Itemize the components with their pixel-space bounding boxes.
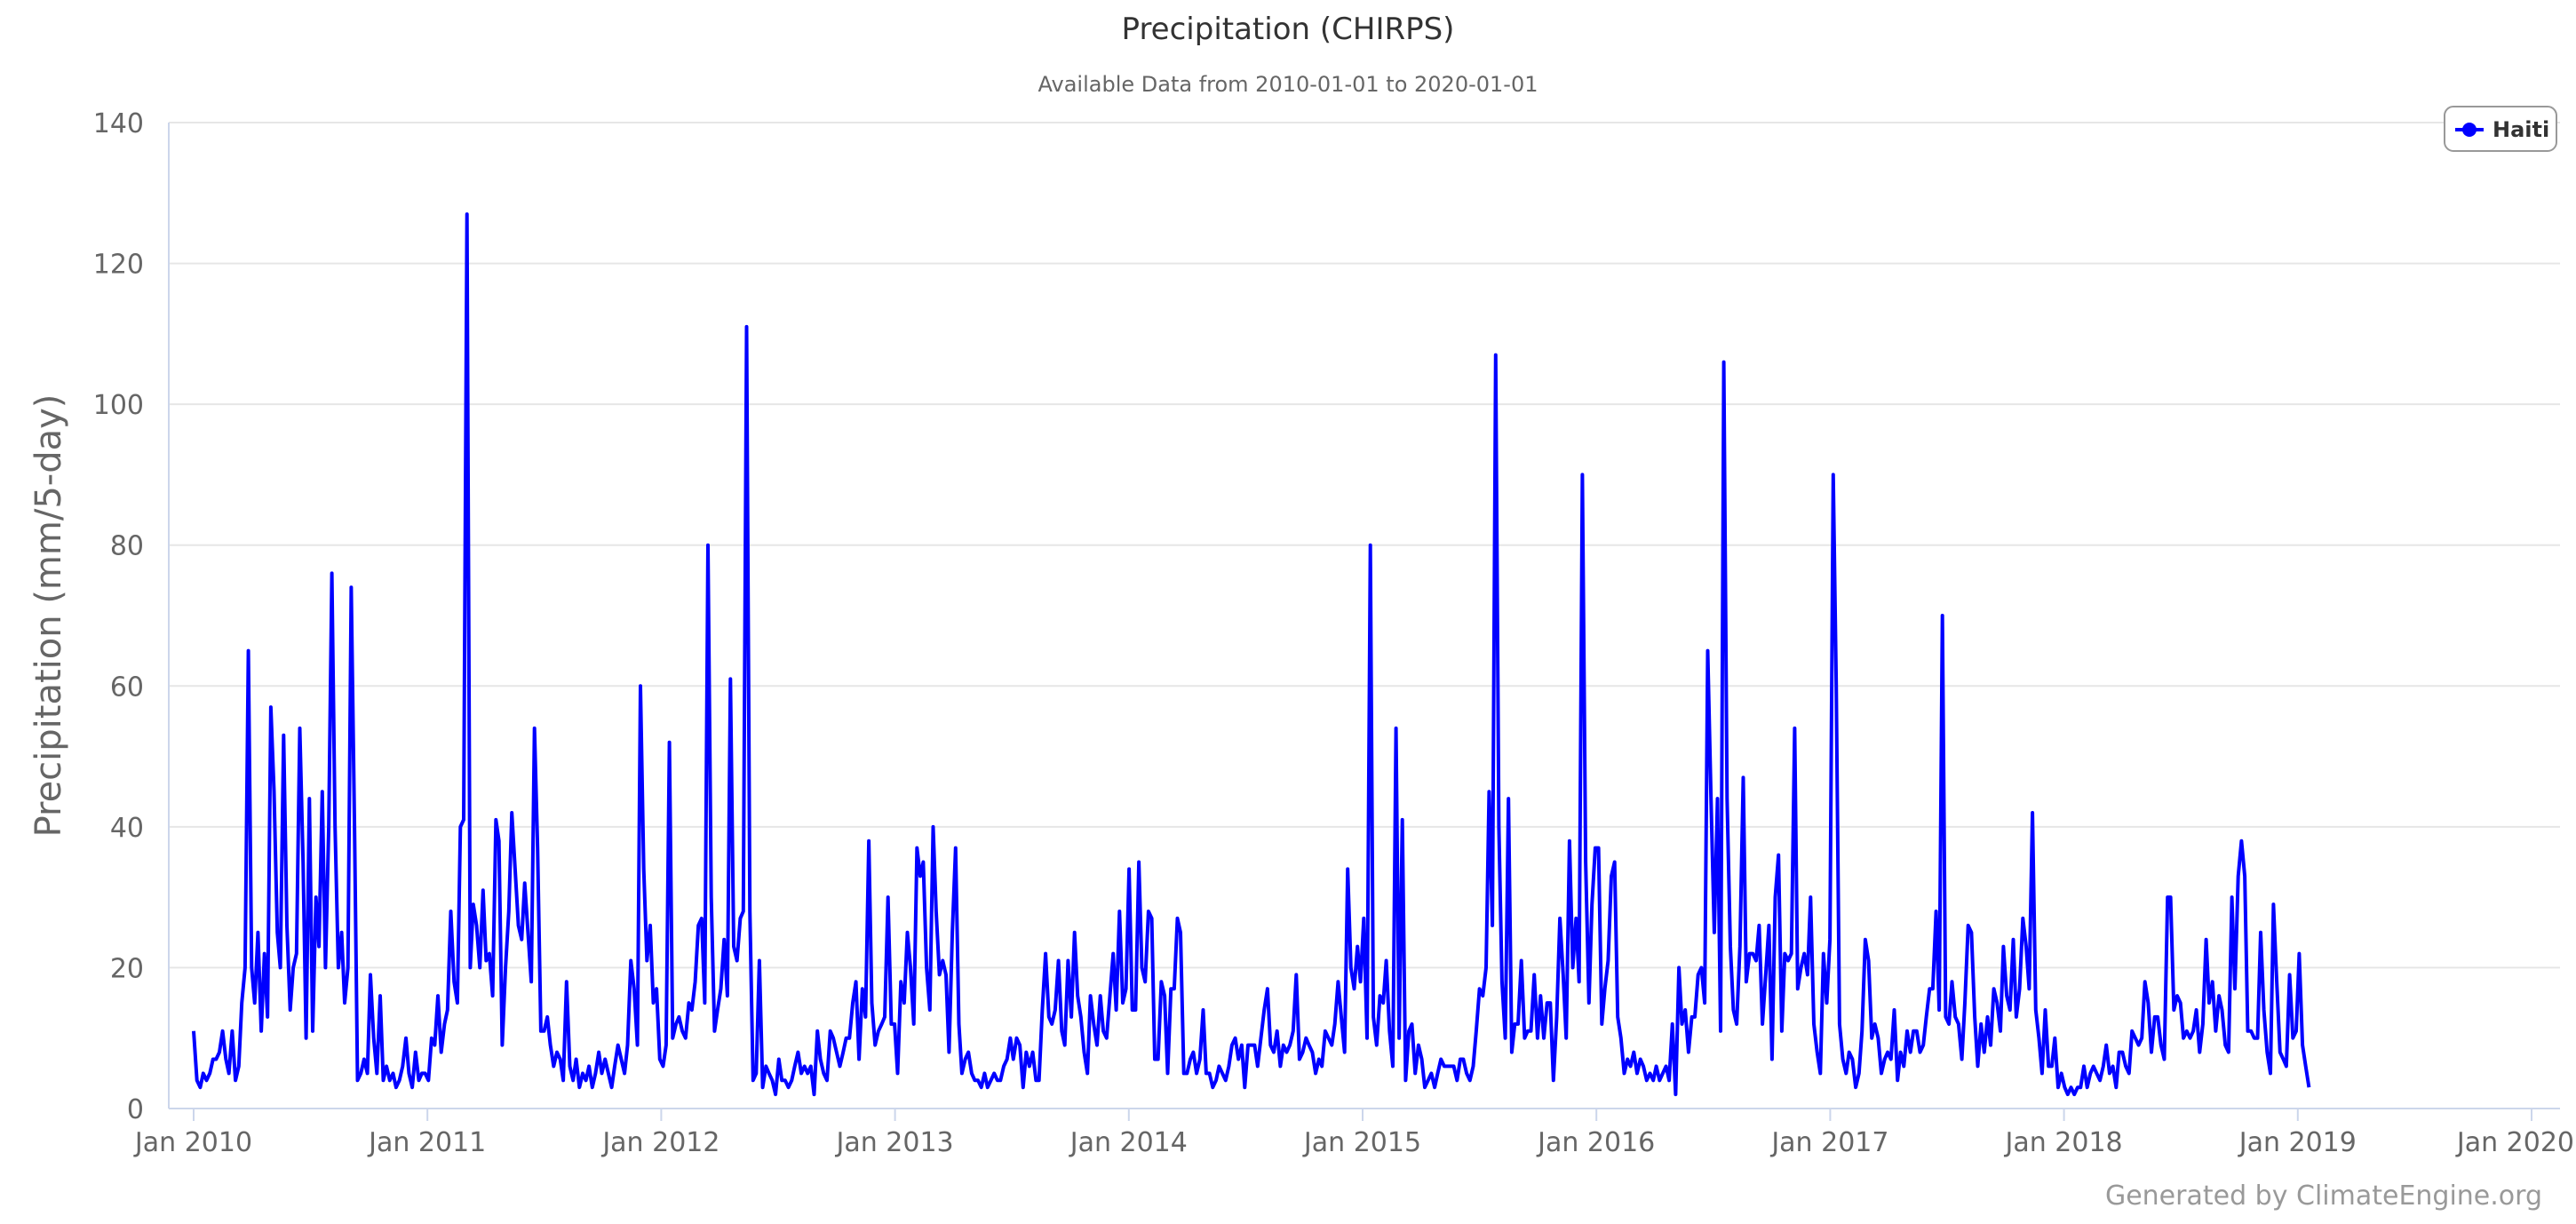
x-tick-label: Jan 2019: [2238, 1127, 2357, 1158]
x-tick-label: Jan 2012: [600, 1127, 720, 1158]
y-tick-label: 60: [110, 672, 144, 703]
y-tick-label: 40: [110, 813, 144, 844]
y-tick-label: 80: [110, 531, 144, 562]
x-tick-label: Jan 2015: [1302, 1127, 1421, 1158]
chart-title: Precipitation (CHIRPS): [1122, 12, 1455, 47]
y-tick-labels: 0 20 40 60 80 100 120 140: [93, 108, 144, 1125]
x-tick-label: Jan 2014: [1069, 1127, 1188, 1158]
x-tick-label: Jan 2013: [835, 1127, 954, 1158]
x-tick-label: Jan 2017: [1769, 1127, 1888, 1158]
y-tick-label: 100: [93, 390, 144, 421]
x-tick-label: Jan 2011: [367, 1127, 486, 1158]
y-tick-label: 0: [127, 1094, 144, 1125]
x-tick-label: Jan 2016: [1536, 1127, 1655, 1158]
grid-lines: [169, 122, 2560, 969]
x-tick-labels: Jan 2010 Jan 2011 Jan 2012 Jan 2013 Jan …: [133, 1109, 2574, 1158]
x-tick-label: Jan 2020: [2455, 1127, 2574, 1158]
y-tick-label: 120: [93, 250, 144, 281]
x-tick-label: Jan 2018: [2004, 1127, 2123, 1158]
y-axis-title: Precipitation (mm/5-day): [28, 394, 69, 838]
x-tick-label: Jan 2010: [133, 1127, 252, 1158]
y-tick-label: 20: [110, 953, 144, 984]
legend-marker-symbol: [2462, 123, 2477, 137]
legend-box: [2444, 106, 2557, 152]
legend-item-haiti[interactable]: Haiti: [2493, 117, 2549, 142]
chart-subtitle: Available Data from 2010-01-01 to 2020-0…: [1038, 72, 1538, 97]
legend[interactable]: Haiti: [2444, 106, 2557, 152]
series-line-haiti: [192, 212, 2311, 1097]
y-tick-label: 140: [93, 108, 144, 139]
credits-link[interactable]: Generated by ClimateEngine.org: [2105, 1180, 2542, 1212]
